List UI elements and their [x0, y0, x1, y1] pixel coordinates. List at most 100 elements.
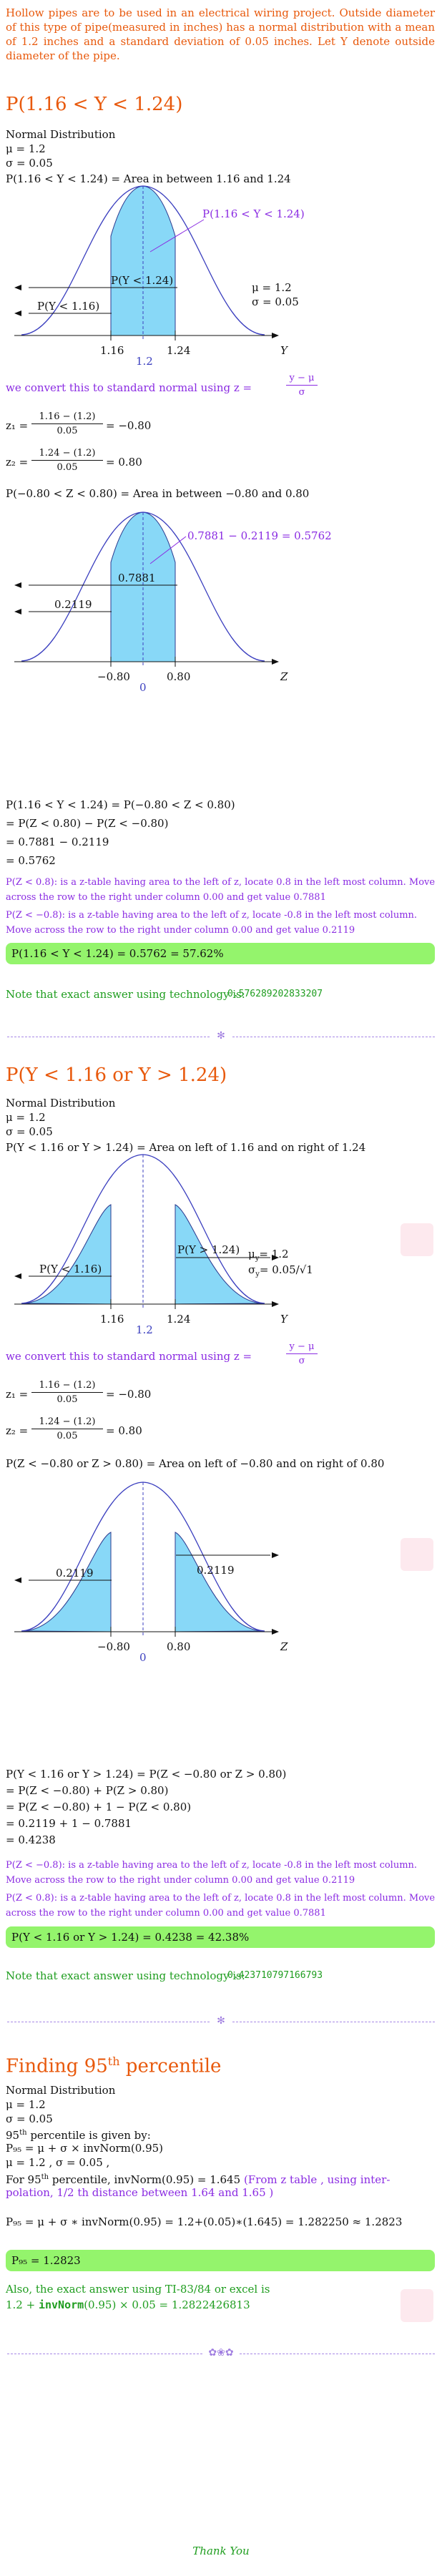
s3-answer: P₉₅ = 1.2823: [6, 2250, 435, 2271]
s1-pz: P(−0.80 < Z < 0.80) = Area in between −0…: [6, 487, 310, 500]
s2-z2-num: 1.24 − (1.2): [31, 1416, 103, 1429]
s3-also: Also, the exact answer using TI-83/84 or…: [6, 2283, 270, 2296]
s3-exact: 1.2 + invNorm(0.95) × 0.05 = 1.282242681…: [6, 2298, 250, 2311]
s2-fig1-mu-sub: y: [255, 1255, 260, 1263]
s1-fig2-tmid: 0: [139, 681, 147, 692]
s1-line-3: P(1.16 < Y < 1.24) = Area in between 1.1…: [6, 172, 291, 185]
s2-fig2-left: 0.2119: [56, 1567, 94, 1580]
svg-text:μy= 1.2: μy= 1.2: [248, 1248, 289, 1263]
svg-text:σy= 0.05/√1: σy= 0.05/√1: [248, 1263, 313, 1278]
s1-fig1-mu: μ = 1.2: [252, 281, 292, 294]
s2-fig2-right: 0.2119: [197, 1564, 235, 1577]
s1-z1-label: z₁ =: [6, 419, 29, 432]
s3-given: 95th percentile is given by:: [6, 2129, 151, 2142]
s2-z2-den: 0.05: [57, 1431, 78, 1441]
s1-fig2-t2: 0.80: [167, 670, 190, 683]
s2-fig1-mu: μ: [248, 1248, 255, 1260]
s1-normal-curve-z: 0.7881 − 0.2119 = 0.5762 0.7881 0.2119 −…: [14, 511, 332, 692]
s3-line-1: μ = 1.2: [6, 2098, 46, 2111]
s1-z-den: σ: [298, 387, 305, 398]
s2-fig2-axis: Z: [280, 1640, 288, 1653]
s2-fig2-tmid: 0: [139, 1651, 147, 1662]
s2-z-den: σ: [298, 1356, 305, 1366]
s2-calc-1: = P(Z < −0.80) + P(Z > 0.80): [6, 1784, 169, 1797]
s1-line-2: σ = 0.05: [6, 157, 53, 170]
s2-answer: P(Y < 1.16 or Y > 1.24) = 0.4238 = 42.38…: [6, 1926, 435, 1948]
s1-calc-1: = P(Z < 0.80) − P(Z < −0.80): [6, 817, 169, 830]
s1-z2-num: 1.24 − (1.2): [31, 447, 103, 461]
s2-calc-4: = 0.4238: [6, 1833, 56, 1846]
s1-fig2-callout: 0.7881 − 0.2119 = 0.5762: [187, 529, 332, 542]
s1-fig1-inner: P(Y < 1.24): [111, 274, 173, 287]
s3-for: For 95th percentile, invNorm(0.95) = 1.6…: [6, 2173, 391, 2186]
s2-normal-curve-z: 0.2119 0.2119 −0.80 0.80 0 Z: [14, 1482, 288, 1662]
s1-calc-3: = 0.5762: [6, 854, 56, 867]
s2-note1: P(Z < −0.8): is a z-table having area to…: [6, 1860, 418, 1886]
intro-paragraph: Hollow pipes are to be used in an electr…: [6, 6, 435, 62]
s2-note2: P(Z < 0.8): is a z-table having area to …: [6, 1893, 436, 1919]
s2-line-0: Normal Distribution: [6, 1097, 116, 1110]
s1-z2-val: = 0.80: [106, 456, 142, 469]
s2-z1-num: 1.16 − (1.2): [31, 1379, 103, 1393]
s2-z1-den: 0.05: [57, 1394, 78, 1405]
s2-line-2: σ = 0.05: [6, 1125, 53, 1138]
s2-fig1-t1: 1.16: [100, 1313, 124, 1326]
s1-fig1-tmid: 1.2: [136, 355, 153, 366]
s1-line-1: μ = 1.2: [6, 142, 46, 155]
s2-calc-2: = P(Z < −0.80) + 1 − P(Z < 0.80): [6, 1801, 192, 1813]
s1-fig1-callout: P(1.16 < Y < 1.24): [202, 207, 305, 220]
s1-fig2-t1: −0.80: [97, 670, 130, 683]
s3-line-2: σ = 0.05: [6, 2112, 53, 2125]
s1-fig1-axis: Y: [280, 344, 289, 357]
s1-calc-0: P(1.16 < Y < 1.24) = P(−0.80 < Z < 0.80): [6, 798, 235, 811]
s1-fig1-t2: 1.24: [167, 344, 190, 357]
s2-fig2-t1: −0.80: [97, 1640, 130, 1653]
s2-fig1-axis: Y: [280, 1313, 289, 1326]
s2-fig1-sigma: σ: [248, 1263, 255, 1276]
s2-z-shaded-right: [175, 1532, 264, 1632]
s1-z2-den: 0.05: [57, 462, 78, 473]
s1-normal-curve-y: P(1.16 < Y < 1.24) P(Y < 1.24) P(Y < 1.1…: [14, 185, 305, 366]
s2-z1-val: = −0.80: [106, 1388, 152, 1401]
s1-z1-num: 1.16 − (1.2): [31, 411, 103, 424]
watermark-logo-icon: [401, 1538, 433, 1571]
s2-tech-value: 0.423710797166793: [227, 1970, 323, 1981]
s1-line-0: Normal Distribution: [6, 128, 116, 141]
s2-fig1-sigma-sub: y: [255, 1270, 260, 1278]
s1-tech-value: 0.576289202833207: [227, 989, 323, 999]
s2-line-3: P(Y < 1.16 or Y > 1.24) = Area on left o…: [6, 1141, 366, 1154]
s1-answer: P(1.16 < Y < 1.24) = 0.5762 = 57.62%: [6, 943, 435, 964]
separator-ornament-icon: ✿❀✿: [204, 2347, 238, 2359]
s1-fig2-inner: 0.7881: [118, 572, 156, 584]
section1-title: P(1.16 < Y < 1.24): [6, 94, 183, 115]
s3-line-0: Normal Distribution: [6, 2084, 116, 2097]
s2-fig1-sigma-val: = 0.05/√1: [260, 1263, 313, 1276]
s2-calc-0: P(Y < 1.16 or Y > 1.24) = P(Z < −0.80 or…: [6, 1768, 287, 1781]
s2-fig1-left: P(Y < 1.16): [39, 1263, 102, 1275]
s2-z-shaded-left: [22, 1532, 112, 1632]
s2-fig2-t2: 0.80: [167, 1640, 190, 1653]
s3-formula: P₉₅ = μ + σ × invNorm(0.95): [6, 2142, 164, 2155]
s1-z-num: y − μ: [286, 372, 318, 386]
s1-calc-2: = 0.7881 − 0.2119: [6, 836, 109, 848]
s2-shaded-left: [22, 1204, 112, 1305]
s2-z1-label: z₁ =: [6, 1388, 29, 1401]
s1-convert: we convert this to standard normal using…: [6, 381, 252, 394]
separator-ornament-icon: ✻: [211, 2015, 231, 2027]
s2-fig1-t2: 1.24: [167, 1313, 190, 1326]
separator-ornament-icon: ✻: [211, 1030, 231, 1042]
s2-fig1-mu-val: = 1.2: [259, 1248, 288, 1260]
s2-pz: P(Z < −0.80 or Z > 0.80) = Area on left …: [6, 1457, 385, 1470]
s1-fig1-sigma: σ = 0.05: [252, 295, 299, 308]
s2-z2-val: = 0.80: [106, 1424, 142, 1437]
s1-note1: P(Z < 0.8): is a z-table having area to …: [6, 877, 436, 903]
s1-fig2-left: 0.2119: [54, 598, 92, 611]
s3-for-note2: polation, 1/2 th distance between 1.64 a…: [6, 2186, 274, 2199]
watermark-logo-icon: [401, 1223, 433, 1256]
section3-title: Finding 95th percentile: [6, 2055, 222, 2077]
s2-z2-label: z₂ =: [6, 1424, 29, 1437]
s2-normal-curve-y: P(Y < 1.16) P(Y > 1.24) μy= 1.2 σy= 0.05…: [14, 1154, 313, 1335]
s3-final: P₉₅ = μ + σ ∗ invNorm(0.95) = 1.2+(0.05)…: [6, 2215, 403, 2228]
s3-musig: μ = 1.2 , σ = 0.05 ,: [6, 2156, 110, 2169]
s2-convert: we convert this to standard normal using…: [6, 1350, 252, 1363]
